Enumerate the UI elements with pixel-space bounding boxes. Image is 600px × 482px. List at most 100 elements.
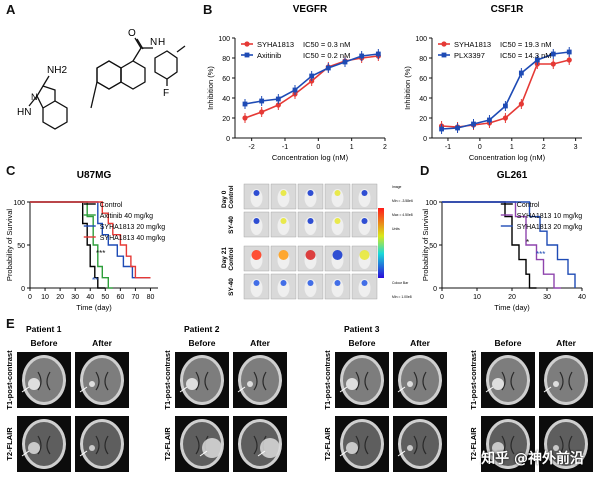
lesion	[89, 381, 95, 387]
lesion	[346, 442, 358, 454]
data-point	[309, 73, 315, 79]
data-point	[275, 102, 281, 108]
gl261-survival-chart: GL261 0 50 100 0 10 20 30 40 Time (day) Probabilit…	[421, 170, 586, 312]
mouse-body	[250, 217, 263, 235]
lesion-arrow	[543, 386, 552, 393]
legend-ic50: IC50 = 19.3 nM	[500, 40, 552, 49]
after-label: After	[92, 338, 113, 348]
scale-note: Min = -3.58e6	[392, 199, 413, 203]
brain	[25, 422, 63, 466]
data-point	[242, 101, 248, 107]
data-point	[259, 98, 265, 104]
y-tick-label: 100	[415, 36, 427, 43]
chart-title: CSF1R	[491, 4, 525, 15]
lesion-arrow	[21, 450, 30, 457]
data-point	[518, 70, 524, 76]
after-label: After	[410, 338, 431, 348]
before-label: Before	[189, 338, 216, 348]
data-point	[487, 117, 492, 123]
before-label: Before	[495, 338, 522, 348]
ventricles	[413, 371, 427, 391]
lesion-arrow	[397, 450, 406, 457]
mri-row-label: T1-post-contrast	[469, 350, 478, 410]
atom-o: O	[128, 28, 136, 39]
y-tick-label: 50	[429, 243, 437, 250]
x-tick-label: 0	[478, 144, 482, 151]
significance-marker: ***	[96, 249, 105, 258]
mouse-body	[358, 217, 371, 235]
legend-label: SYHA1813 10 mg/kg	[517, 213, 582, 220]
data-point	[503, 103, 508, 109]
lesion	[202, 438, 222, 458]
luminescence-spot	[253, 218, 260, 224]
luminescence-spot	[334, 190, 341, 196]
data-point	[502, 115, 509, 121]
data-point	[550, 61, 556, 67]
ventricles	[559, 371, 573, 391]
legend-label: Axitinib	[257, 51, 281, 60]
panel-letter-d: D	[420, 163, 430, 178]
scale-note: Colour Bar	[392, 281, 409, 285]
brain	[547, 358, 585, 402]
vegfr-chart: VEGFR 0 20 40 60 80 100 -2 -1 0 1 2 Concentration lo…	[206, 4, 387, 162]
x-axis-label: Time (day)	[494, 303, 530, 312]
atom-n-amide: N	[150, 37, 157, 48]
survival-curve	[442, 201, 537, 289]
ventricles	[95, 371, 109, 391]
lesion-arrow	[485, 450, 494, 457]
patient-label: Patient 1	[26, 324, 62, 334]
luminescence-spot	[361, 280, 368, 286]
brain	[401, 358, 439, 402]
x-axis-label: Concentration log (nM)	[272, 153, 349, 162]
legend-swatch-marker	[244, 52, 250, 58]
imaging-row-label: Control	[228, 185, 235, 208]
x-axis-label: Concentration log (nM)	[469, 153, 546, 162]
mri-row-label: T1-post-contrast	[5, 350, 14, 410]
y-axis-label: Probability of Survival	[5, 209, 14, 281]
ventricles	[355, 371, 369, 391]
data-point	[275, 96, 281, 102]
mri-row-label: T2-FLAIR	[469, 427, 478, 461]
lesion	[553, 445, 559, 451]
lesion-arrow	[237, 386, 246, 393]
luminescence-spot	[307, 280, 314, 286]
significance-marker: **	[92, 276, 98, 285]
brain	[489, 358, 527, 402]
mouse-body	[277, 217, 290, 235]
ventricles	[413, 435, 427, 455]
luminescence-spot	[280, 218, 287, 224]
x-tick-label: 20	[508, 294, 516, 301]
y-tick-label: 20	[419, 116, 427, 123]
bioluminescence-imaging: Control SY-40 Control SY-40 Day 0 Day 21 Image…	[221, 183, 413, 300]
legend-label: PLX3397	[454, 51, 485, 60]
data-point	[534, 57, 540, 63]
lesion	[407, 381, 413, 387]
survival-curve	[442, 201, 561, 289]
chart-title: U87MG	[77, 170, 112, 181]
ventricles	[501, 435, 515, 455]
data-point	[550, 51, 556, 57]
mri-panel: Patient 1 Before After T1-post-contrast T2-F…	[5, 324, 593, 472]
lesion	[407, 445, 413, 451]
luminescence-spot	[253, 190, 260, 196]
data-point	[259, 109, 265, 115]
x-tick-label: 70	[132, 294, 140, 301]
lesion	[89, 445, 95, 451]
x-tick-label: 60	[116, 294, 124, 301]
lesion-arrow	[485, 386, 494, 393]
luminescence-spot	[253, 280, 260, 286]
ventricles	[37, 371, 51, 391]
lesion	[553, 381, 559, 387]
brain	[343, 422, 381, 466]
data-point	[342, 59, 348, 65]
mouse-body	[250, 189, 263, 207]
legend-label: SYHA1813 20 mg/kg	[517, 224, 582, 231]
luminescence-spot	[278, 250, 289, 260]
series-line	[244, 55, 379, 119]
lesion	[346, 378, 358, 390]
luminescence-spot	[334, 280, 341, 286]
ventricles	[559, 435, 573, 455]
lesion-arrow	[179, 386, 188, 393]
y-tick-label: 100	[425, 200, 437, 207]
before-label: Before	[31, 338, 58, 348]
